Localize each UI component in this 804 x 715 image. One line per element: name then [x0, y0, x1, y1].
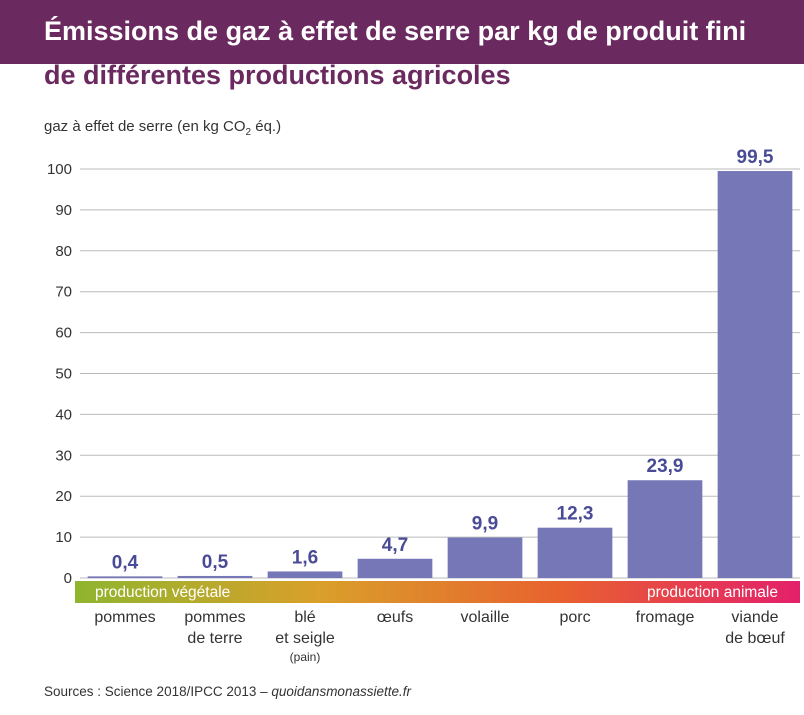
y-axis-title-suffix: éq.): [251, 118, 282, 135]
data-label: 9,9: [472, 514, 498, 535]
chart-title-line-1: Émissions de gaz à effet de serre par kg…: [44, 16, 747, 46]
data-label: 0,5: [202, 552, 229, 573]
y-tick-label: 0: [64, 570, 72, 587]
x-tick-label: pommes: [94, 609, 155, 626]
data-label: 0,4: [112, 552, 139, 573]
y-axis-title: gaz à effet de serre (en kg CO2 éq.): [44, 118, 281, 138]
data-label: 99,5: [737, 147, 774, 168]
y-tick-label: 30: [55, 447, 72, 464]
x-tick-label: blé: [294, 609, 315, 626]
y-axis-title-prefix: gaz à effet de serre (en kg CO: [44, 118, 246, 135]
data-label: 12,3: [557, 504, 594, 525]
bar: [537, 527, 613, 578]
bar: [717, 171, 793, 579]
bar: [87, 576, 163, 578]
data-label: 23,9: [647, 456, 684, 477]
y-tick-label: 60: [55, 325, 72, 342]
data-label: 1,6: [292, 547, 318, 568]
y-tick-label: 70: [55, 284, 72, 301]
x-tick-label: œufs: [377, 609, 413, 626]
y-tick-label: 90: [55, 202, 72, 219]
y-tick-label: 10: [55, 529, 72, 546]
production-band: [75, 581, 800, 603]
y-tick-label: 100: [47, 161, 72, 178]
x-tick-label: viande: [731, 609, 778, 626]
data-label: 4,7: [382, 535, 408, 556]
bar: [177, 575, 253, 578]
x-tick-label: et seigle: [275, 630, 335, 647]
band-label-animal: production animale: [647, 584, 778, 601]
y-tick-label: 80: [55, 243, 72, 260]
bar: [447, 537, 523, 578]
x-tick-label: (pain): [290, 650, 321, 664]
y-tick-label: 20: [55, 488, 72, 505]
source-note: Sources : Science 2018/IPCC 2013 – quoid…: [44, 684, 411, 699]
x-tick-label: pommes: [184, 609, 245, 626]
source-text: Sources : Science 2018/IPCC 2013 –: [44, 684, 272, 699]
x-tick-label: porc: [559, 609, 590, 626]
bar: [627, 480, 703, 578]
x-tick-label: de bœuf: [725, 630, 785, 647]
title-band: [0, 0, 804, 64]
x-tick-label: volaille: [461, 609, 510, 626]
source-site: quoidansmonassiette.fr: [271, 684, 411, 699]
chart-title-line-2: de différentes productions agricoles: [44, 60, 511, 90]
x-tick-label: fromage: [636, 609, 695, 626]
bar: [267, 571, 343, 578]
y-axis-title-subscript: 2: [245, 127, 252, 138]
y-tick-label: 40: [55, 406, 72, 423]
bar: [357, 558, 433, 578]
x-tick-label: de terre: [187, 630, 242, 647]
y-tick-label: 50: [55, 366, 72, 383]
band-label-vegetal: production végétale: [95, 584, 230, 601]
